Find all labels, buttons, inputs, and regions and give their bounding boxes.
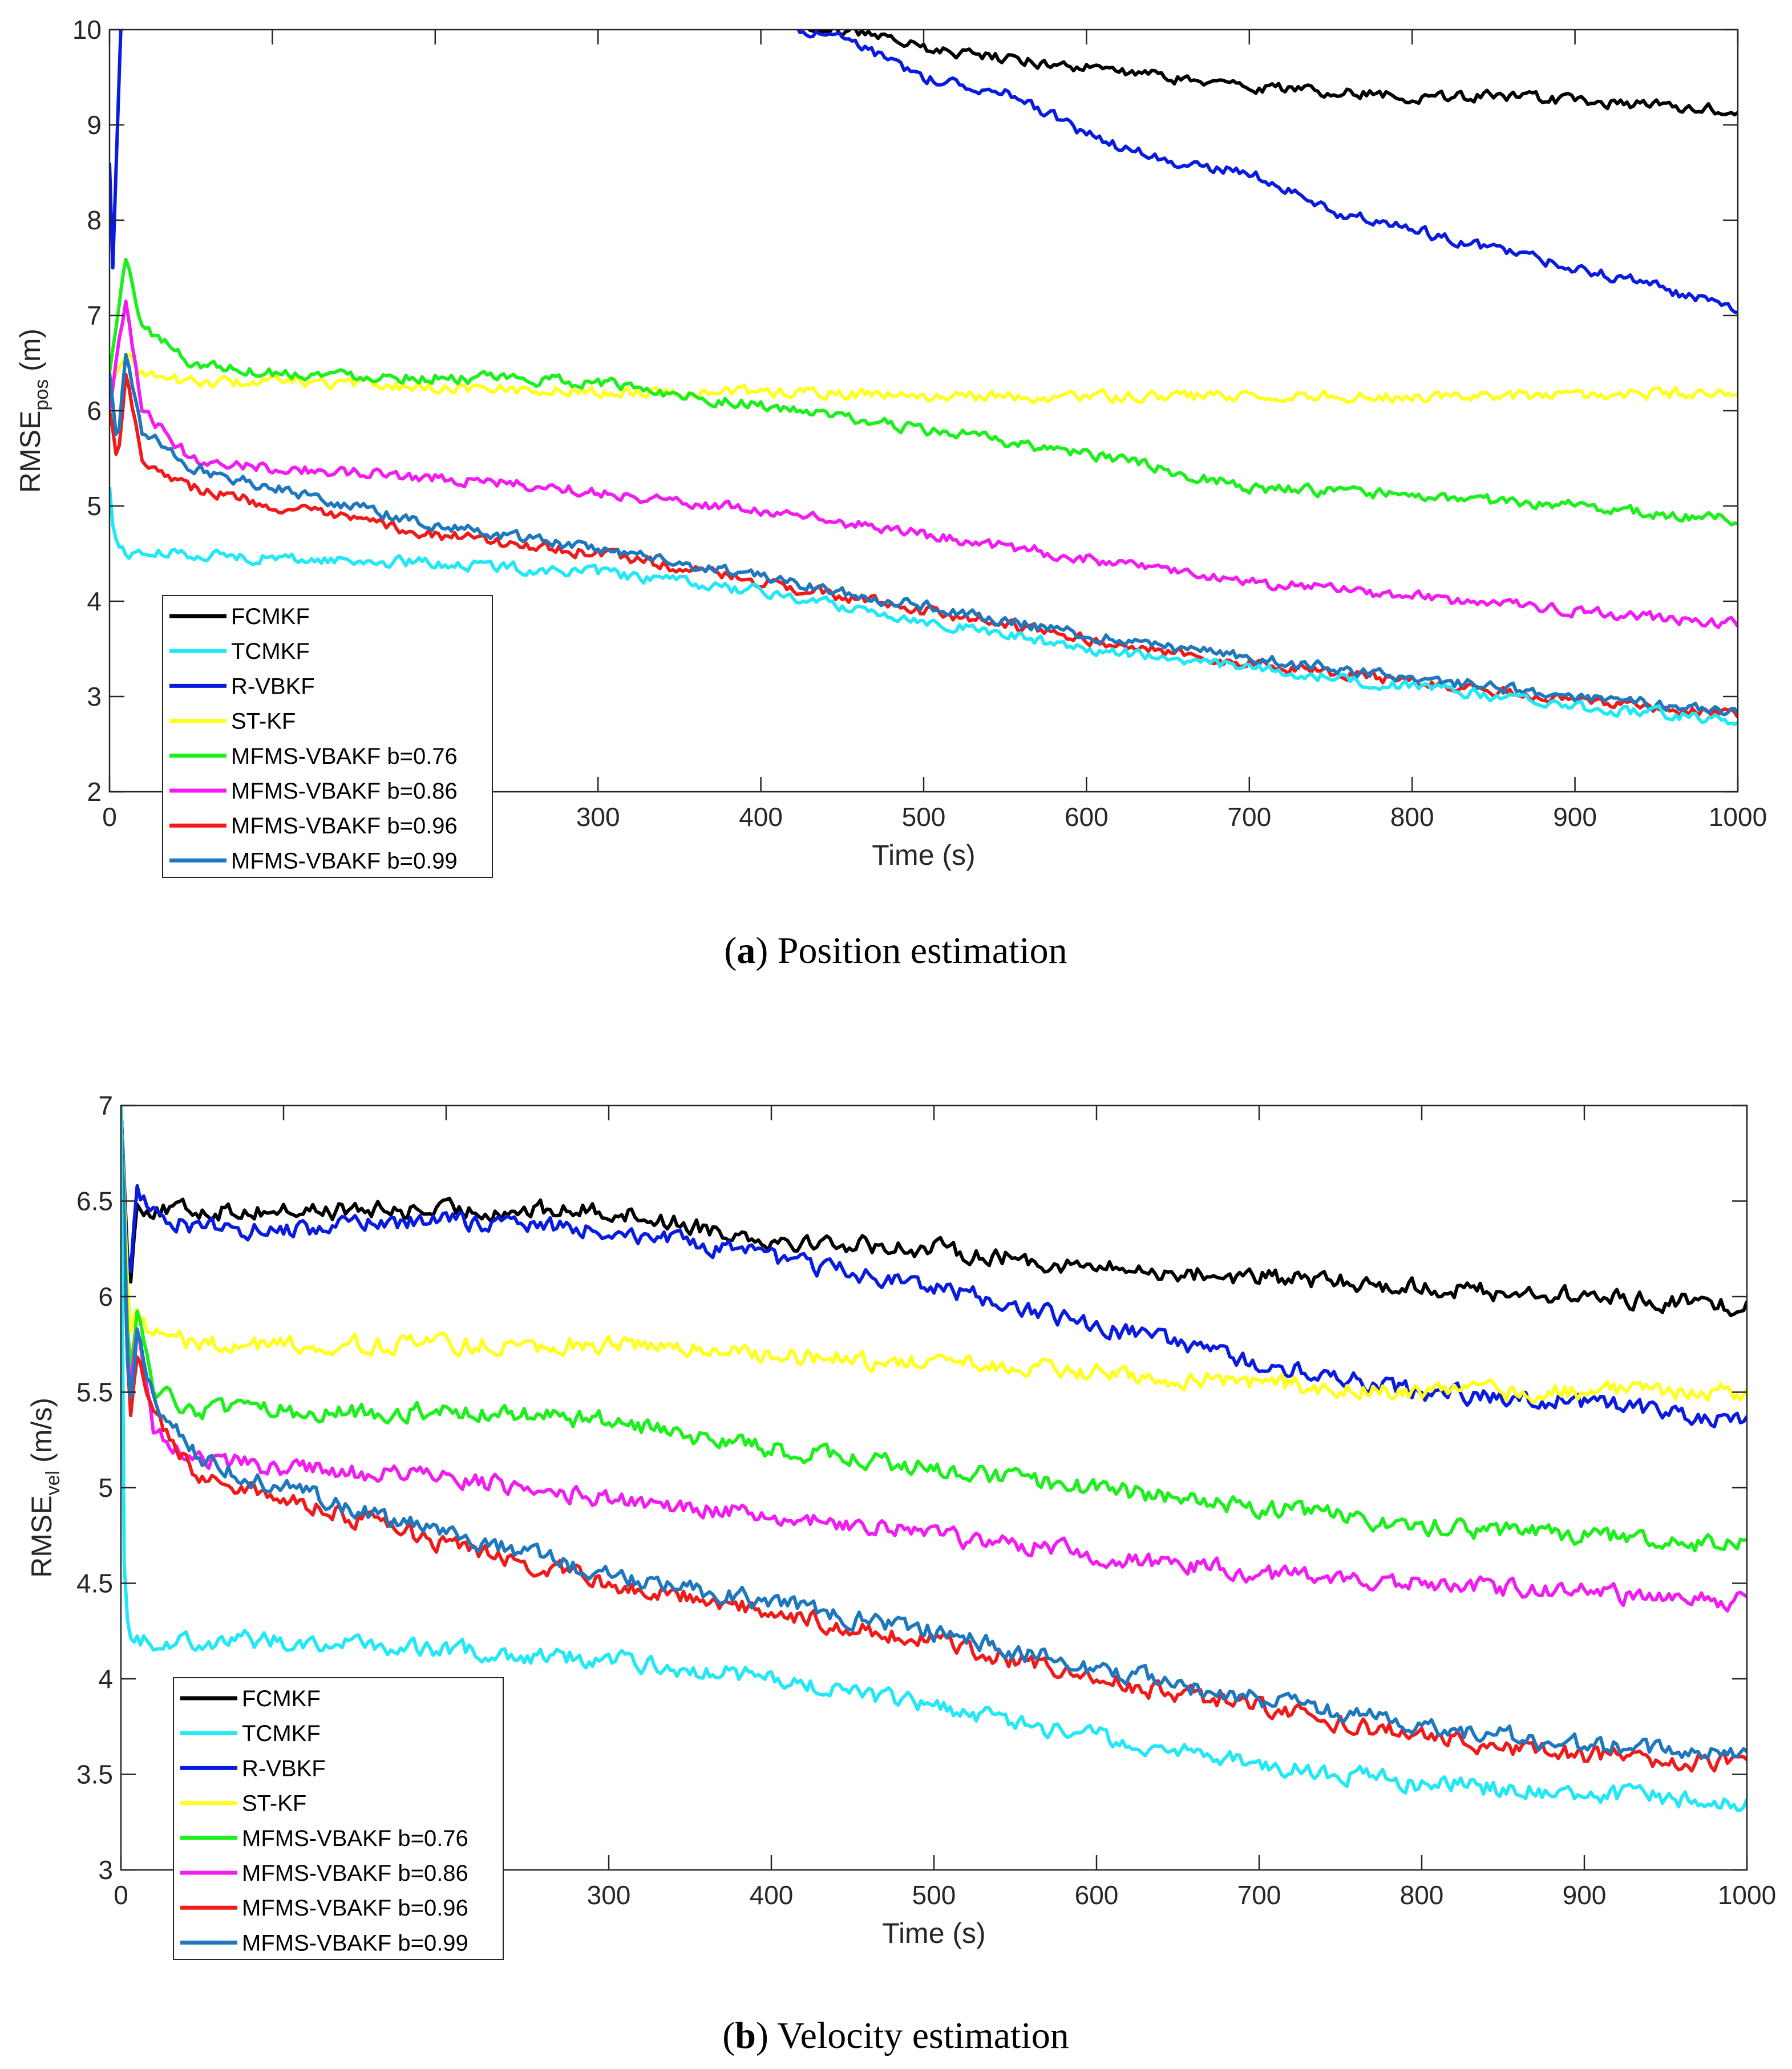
chart-position: 0100200300400500600700800900100023456789…	[14, 15, 1767, 971]
y-axis-label-sub: vel	[42, 1471, 64, 1495]
series-line-r-vbkf	[121, 1106, 1747, 1428]
x-tick-label: 800	[1400, 1880, 1444, 1910]
x-tick-label: 0	[114, 1880, 128, 1910]
x-tick-label: 1000	[1718, 1880, 1776, 1910]
series-line-mfms-vbakf-b-0-86	[110, 299, 1738, 630]
y-tick-label: 5	[87, 491, 102, 521]
x-tick-label: 900	[1553, 802, 1597, 832]
y-tick-label: 5	[98, 1473, 113, 1503]
y-tick-label: 6	[98, 1282, 113, 1311]
y-axis-label-main: RMSE	[14, 411, 46, 493]
y-axis-label-main: RMSE	[26, 1495, 58, 1577]
legend-box	[162, 595, 493, 878]
caption-b-text: Velocity estimation	[777, 2015, 1069, 2056]
caption-a-open: (	[724, 930, 737, 971]
axis-ticks: 0100200300400500600700800900100033.544.5…	[76, 1091, 1776, 1910]
caption-a-text: Position estimation	[778, 930, 1067, 971]
y-axis-label-unit: (m)	[14, 329, 46, 371]
legend-label: FCMKF	[231, 604, 310, 629]
series-line-mfms-vbakf-b-0-86	[121, 1106, 1747, 1613]
x-tick-label: 400	[739, 802, 783, 832]
y-tick-label: 7	[87, 301, 102, 330]
x-tick-label: 500	[902, 802, 946, 832]
y-tick-label: 4	[87, 586, 102, 616]
series-line-r-vbkf	[110, 30, 1738, 315]
x-tick-label: 500	[912, 1880, 956, 1910]
y-tick-label: 6	[87, 396, 102, 426]
y-axis-label: RMSEvel (m/s)	[26, 1398, 64, 1578]
series-line-st-kf	[110, 352, 1738, 404]
y-tick-label: 3.5	[76, 1760, 113, 1789]
legend-label: FCMKF	[242, 1686, 321, 1711]
series-line-mfms-vbakf-b-0-99	[110, 353, 1738, 716]
y-tick-label: 7	[98, 1091, 113, 1120]
y-tick-label: 6.5	[76, 1187, 113, 1216]
legend-label: MFMS-VBAKF b=0.99	[231, 848, 458, 873]
x-tick-label: 0	[102, 802, 117, 832]
x-tick-label: 300	[576, 802, 620, 832]
x-axis-label: Time (s)	[882, 1917, 985, 1949]
legend-label: MFMS-VBAKF b=0.99	[242, 1930, 468, 1955]
legend-label: ST-KF	[242, 1791, 306, 1816]
y-tick-label: 5.5	[76, 1378, 113, 1407]
y-tick-label: 9	[87, 110, 102, 140]
series-line-mfms-vbakf-b-0-99	[121, 1106, 1747, 1759]
caption-a: (a) Position estimation	[724, 930, 1067, 971]
y-axis-label-sub: pos	[31, 379, 52, 411]
legend: FCMKF TCMKF R-VBKF ST-KF MFMS-VBAKF b=0.76 MF…	[162, 595, 493, 878]
x-tick-label: 600	[1065, 802, 1109, 832]
caption-b-close: )	[756, 2015, 777, 2056]
x-tick-label: 400	[750, 1880, 794, 1910]
legend-box	[173, 1677, 504, 1960]
legend-label: ST-KF	[231, 709, 296, 734]
series-lines	[121, 1106, 1747, 1812]
x-tick-label: 700	[1237, 1880, 1281, 1910]
legend-label: TCMKF	[231, 639, 310, 664]
caption-a-close: )	[755, 930, 777, 971]
x-tick-label: 300	[587, 1880, 631, 1910]
legend-label: MFMS-VBAKF b=0.96	[231, 813, 458, 839]
y-tick-label: 4.5	[76, 1569, 113, 1598]
legend-label: MFMS-VBAKF b=0.76	[242, 1826, 468, 1851]
x-axis-label: Time (s)	[872, 839, 975, 871]
legend-label: MFMS-VBAKF b=0.76	[231, 744, 458, 769]
y-tick-label: 4	[98, 1664, 113, 1694]
legend-label: MFMS-VBAKF b=0.86	[242, 1861, 468, 1886]
y-tick-label: 8	[87, 205, 102, 235]
legend-label: R-VBKF	[231, 674, 315, 699]
x-tick-label: 900	[1563, 1880, 1607, 1910]
y-tick-label: 3	[87, 682, 102, 711]
x-tick-label: 700	[1227, 802, 1271, 832]
y-axis-label-space	[26, 1463, 58, 1471]
legend-label: MFMS-VBAKF b=0.86	[231, 779, 458, 804]
x-tick-label: 800	[1390, 802, 1434, 832]
y-tick-label: 10	[72, 15, 102, 44]
series-line-st-kf	[121, 1106, 1747, 1404]
x-tick-label: 1000	[1709, 802, 1767, 832]
series-line-tcmkf	[121, 1106, 1747, 1812]
y-tick-label: 3	[98, 1855, 113, 1885]
y-axis-label-unit: (m/s)	[26, 1398, 58, 1463]
series-line-mfms-vbakf-b-0-76	[110, 258, 1738, 527]
legend: FCMKF TCMKF R-VBKF ST-KF MFMS-VBAKF b=0.76 MF…	[173, 1677, 504, 1960]
x-tick-label: 600	[1075, 1880, 1119, 1910]
y-axis-label-space	[14, 371, 46, 379]
legend-label: TCMKF	[242, 1721, 321, 1746]
caption-a-letter: a	[737, 930, 755, 971]
series-line-mfms-vbakf-b-0-76	[121, 1106, 1747, 1553]
series-line-fcmkf	[121, 1106, 1747, 1317]
legend-label: R-VBKF	[242, 1756, 326, 1781]
legend-label: MFMS-VBAKF b=0.96	[242, 1896, 468, 1921]
caption-b-letter: b	[735, 2015, 756, 2056]
caption-b: (b) Velocity estimation	[722, 2015, 1069, 2056]
y-tick-label: 2	[87, 777, 102, 807]
chart-velocity: 0100200300400500600700800900100033.544.5…	[26, 1091, 1776, 2056]
y-axis-label: RMSEpos (m)	[14, 329, 52, 493]
series-line-mfms-vbakf-b-0-96	[110, 372, 1738, 719]
caption-b-open: (	[722, 2015, 735, 2056]
series-line-tcmkf	[110, 487, 1738, 726]
